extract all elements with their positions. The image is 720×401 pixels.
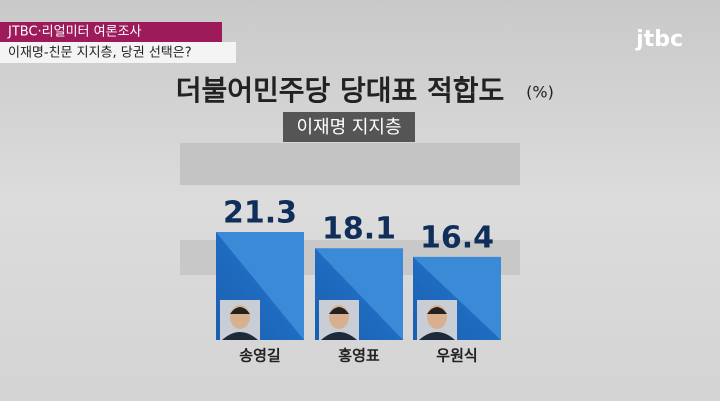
chart-title: 더불어민주당 당대표 적합도 [176,74,505,107]
x-tick-label: 홍영표 [338,347,380,365]
headline-box [0,42,236,63]
value-label: 16.4 [420,220,494,255]
portrait-suit [419,332,455,340]
portrait-hair [427,307,447,314]
banner-box [0,22,222,42]
banner: JTBC·리얼미터 여론조사 [7,25,142,40]
stripe [180,143,520,185]
portrait-suit [222,332,258,340]
subtitle: 이재명 지지층 [296,117,401,138]
headline: 이재명-친문 지지층, 당권 선택은? [8,46,192,61]
value-label: 18.1 [322,212,396,247]
unit: (%) [526,83,554,102]
value-label: 21.3 [223,196,297,231]
portrait-hair [329,307,349,314]
subtitle-box [283,112,415,142]
x-tick-label: 우원식 [436,347,477,365]
logo: jtbc [635,27,683,52]
portrait-suit [321,332,357,340]
portrait-hair [230,307,250,314]
x-tick-label: 송영길 [239,347,280,365]
